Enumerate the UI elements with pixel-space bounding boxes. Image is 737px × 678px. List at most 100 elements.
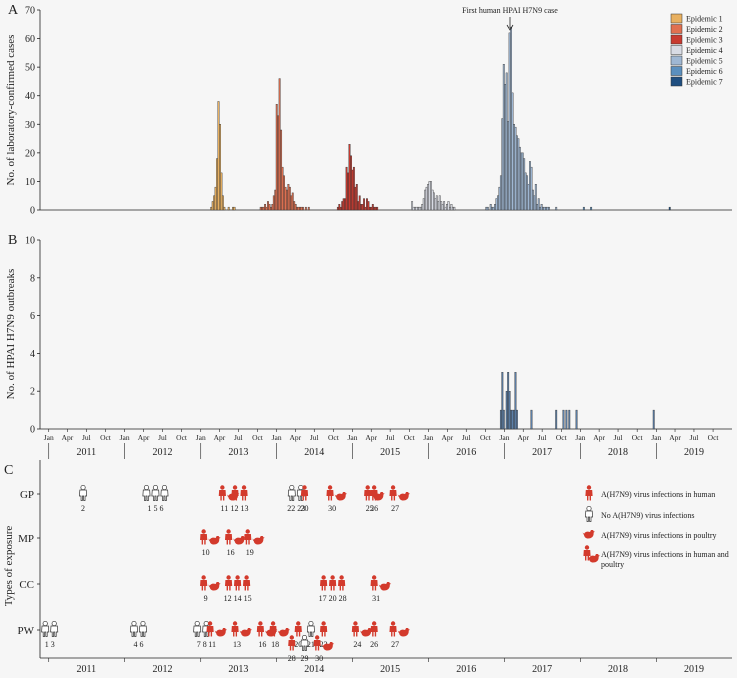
outbreak-bar <box>510 409 512 430</box>
bar-epidemic-5 <box>511 92 514 211</box>
bar-epidemic-2 <box>275 104 278 211</box>
month-label: Jul <box>462 433 471 442</box>
bar-epidemic-3 <box>363 198 365 211</box>
case-id-label: 1 5 6 <box>147 504 163 513</box>
panel-c-row-label: MP <box>18 533 34 545</box>
bar-epidemic-2 <box>299 206 301 211</box>
month-label: Jul <box>158 433 167 442</box>
exposure-event: 29 <box>300 634 309 663</box>
month-label: Jul <box>538 433 547 442</box>
bar-epidemic-5 <box>501 118 504 211</box>
human-negative-icon <box>160 484 169 501</box>
first-case-annotation: First human HPAI H7N9 case <box>462 6 558 15</box>
bar-epidemic-2 <box>264 204 267 211</box>
exposure-event: +31 <box>370 575 392 603</box>
legend-swatch <box>670 66 683 76</box>
bar-epidemic-5 <box>492 206 495 211</box>
case-id-label: 27 <box>391 504 399 513</box>
panel-c-ylabel: Types of exposure <box>3 526 15 607</box>
year-label: 2016 <box>456 447 476 458</box>
bar-epidemic-2 <box>272 195 275 211</box>
human-infected-icon <box>329 575 337 591</box>
case-id-label: 13 <box>233 640 241 649</box>
month-label: Jan <box>575 433 585 442</box>
bar-epidemic-2 <box>274 189 277 211</box>
bar-epidemic-5 <box>514 126 517 211</box>
bar-epidemic-4 <box>431 189 434 211</box>
panel-c-year-label: 2017 <box>532 664 552 675</box>
bar-epidemic-3 <box>376 206 379 211</box>
case-id-label: 29 <box>300 654 308 663</box>
exposure-event: 1 3 <box>41 620 59 649</box>
outbreak-bar <box>513 409 515 430</box>
month-label: Oct <box>100 433 112 442</box>
human-negative-icon <box>306 620 316 637</box>
legend-label: Epidemic 1 <box>686 15 723 24</box>
bar-epidemic-3 <box>355 184 358 211</box>
panel-b-ytick-label: 4 <box>30 349 35 360</box>
bar-epidemic-2 <box>297 206 300 211</box>
outbreak-bar <box>568 409 571 430</box>
bar-epidemic-5 <box>515 135 518 211</box>
bar-epidemic-4 <box>441 204 444 211</box>
legend-label: Epidemic 4 <box>686 46 723 55</box>
human-infected-icon <box>370 575 378 591</box>
outbreak-bar <box>515 409 518 430</box>
human-infected-icon <box>370 621 378 637</box>
bar-epidemic-4 <box>418 206 421 211</box>
bar-epidemic-5 <box>521 152 524 211</box>
month-label: Jul <box>690 433 699 442</box>
month-label: Apr <box>214 433 226 442</box>
panel-b-ytick-label: 10 <box>25 236 35 247</box>
case-id-label: 27 <box>391 640 399 649</box>
bar-epidemic-1 <box>227 206 230 211</box>
exposure-event: 22 23 <box>287 484 305 513</box>
bar-epidemic-3 <box>358 195 361 211</box>
panel-c-label: C <box>4 463 13 478</box>
annotation-arrow-head <box>506 24 514 31</box>
bar-epidemic-1 <box>223 206 226 211</box>
bar-epidemic-1 <box>216 158 218 211</box>
bar-epidemic-5 <box>555 206 558 211</box>
month-label: Jul <box>386 433 395 442</box>
exposure-event: 7 8 <box>193 620 211 649</box>
legend-c-label: A(H7N9) virus infections in human <box>601 490 715 499</box>
month-label: Apr <box>62 433 74 442</box>
month-label: Jul <box>614 433 623 442</box>
human-infected-icon <box>218 485 226 501</box>
bar-epidemic-4 <box>444 206 447 211</box>
bar-epidemic-4 <box>411 201 414 211</box>
bar-epidemic-3 <box>344 198 347 211</box>
bar-epidemic-5 <box>513 124 515 211</box>
bar-epidemic-4 <box>421 204 424 211</box>
bar-epidemic-3 <box>370 206 373 211</box>
panel-a-ytick-label: 30 <box>25 120 35 131</box>
bar-epidemic-5 <box>542 206 545 211</box>
exposure-event: 1 5 6 <box>142 484 169 513</box>
exposure-event: +11 <box>206 621 228 649</box>
month-label: Jan <box>272 433 282 442</box>
legend-label: Epidemic 5 <box>686 57 723 66</box>
human-infected-icon <box>364 485 372 501</box>
bar-epidemic-5 <box>497 195 499 211</box>
legend-c-label: A(H7N9) virus infections in human and <box>601 550 729 559</box>
outbreak-bar <box>511 409 514 430</box>
human-negative-icon <box>287 484 296 501</box>
bar-epidemic-2 <box>271 204 274 211</box>
bar-epidemic-5 <box>527 184 530 211</box>
human-infected-icon <box>338 575 346 591</box>
bar-epidemic-2 <box>294 204 297 211</box>
case-id-label: 18 <box>271 640 279 649</box>
panel-c-row-label: GP <box>20 489 34 501</box>
bar-epidemic-2 <box>283 175 285 211</box>
bar-epidemic-3 <box>367 201 370 211</box>
human-negative-icon <box>41 620 50 637</box>
human-negative-icon <box>138 620 148 637</box>
legend-swatch <box>670 55 683 66</box>
bar-epidemic-5 <box>485 206 488 211</box>
bar-epidemic-3 <box>336 206 339 211</box>
exposure-event: +27 <box>389 621 411 649</box>
exposure-event: 20 <box>294 621 302 649</box>
